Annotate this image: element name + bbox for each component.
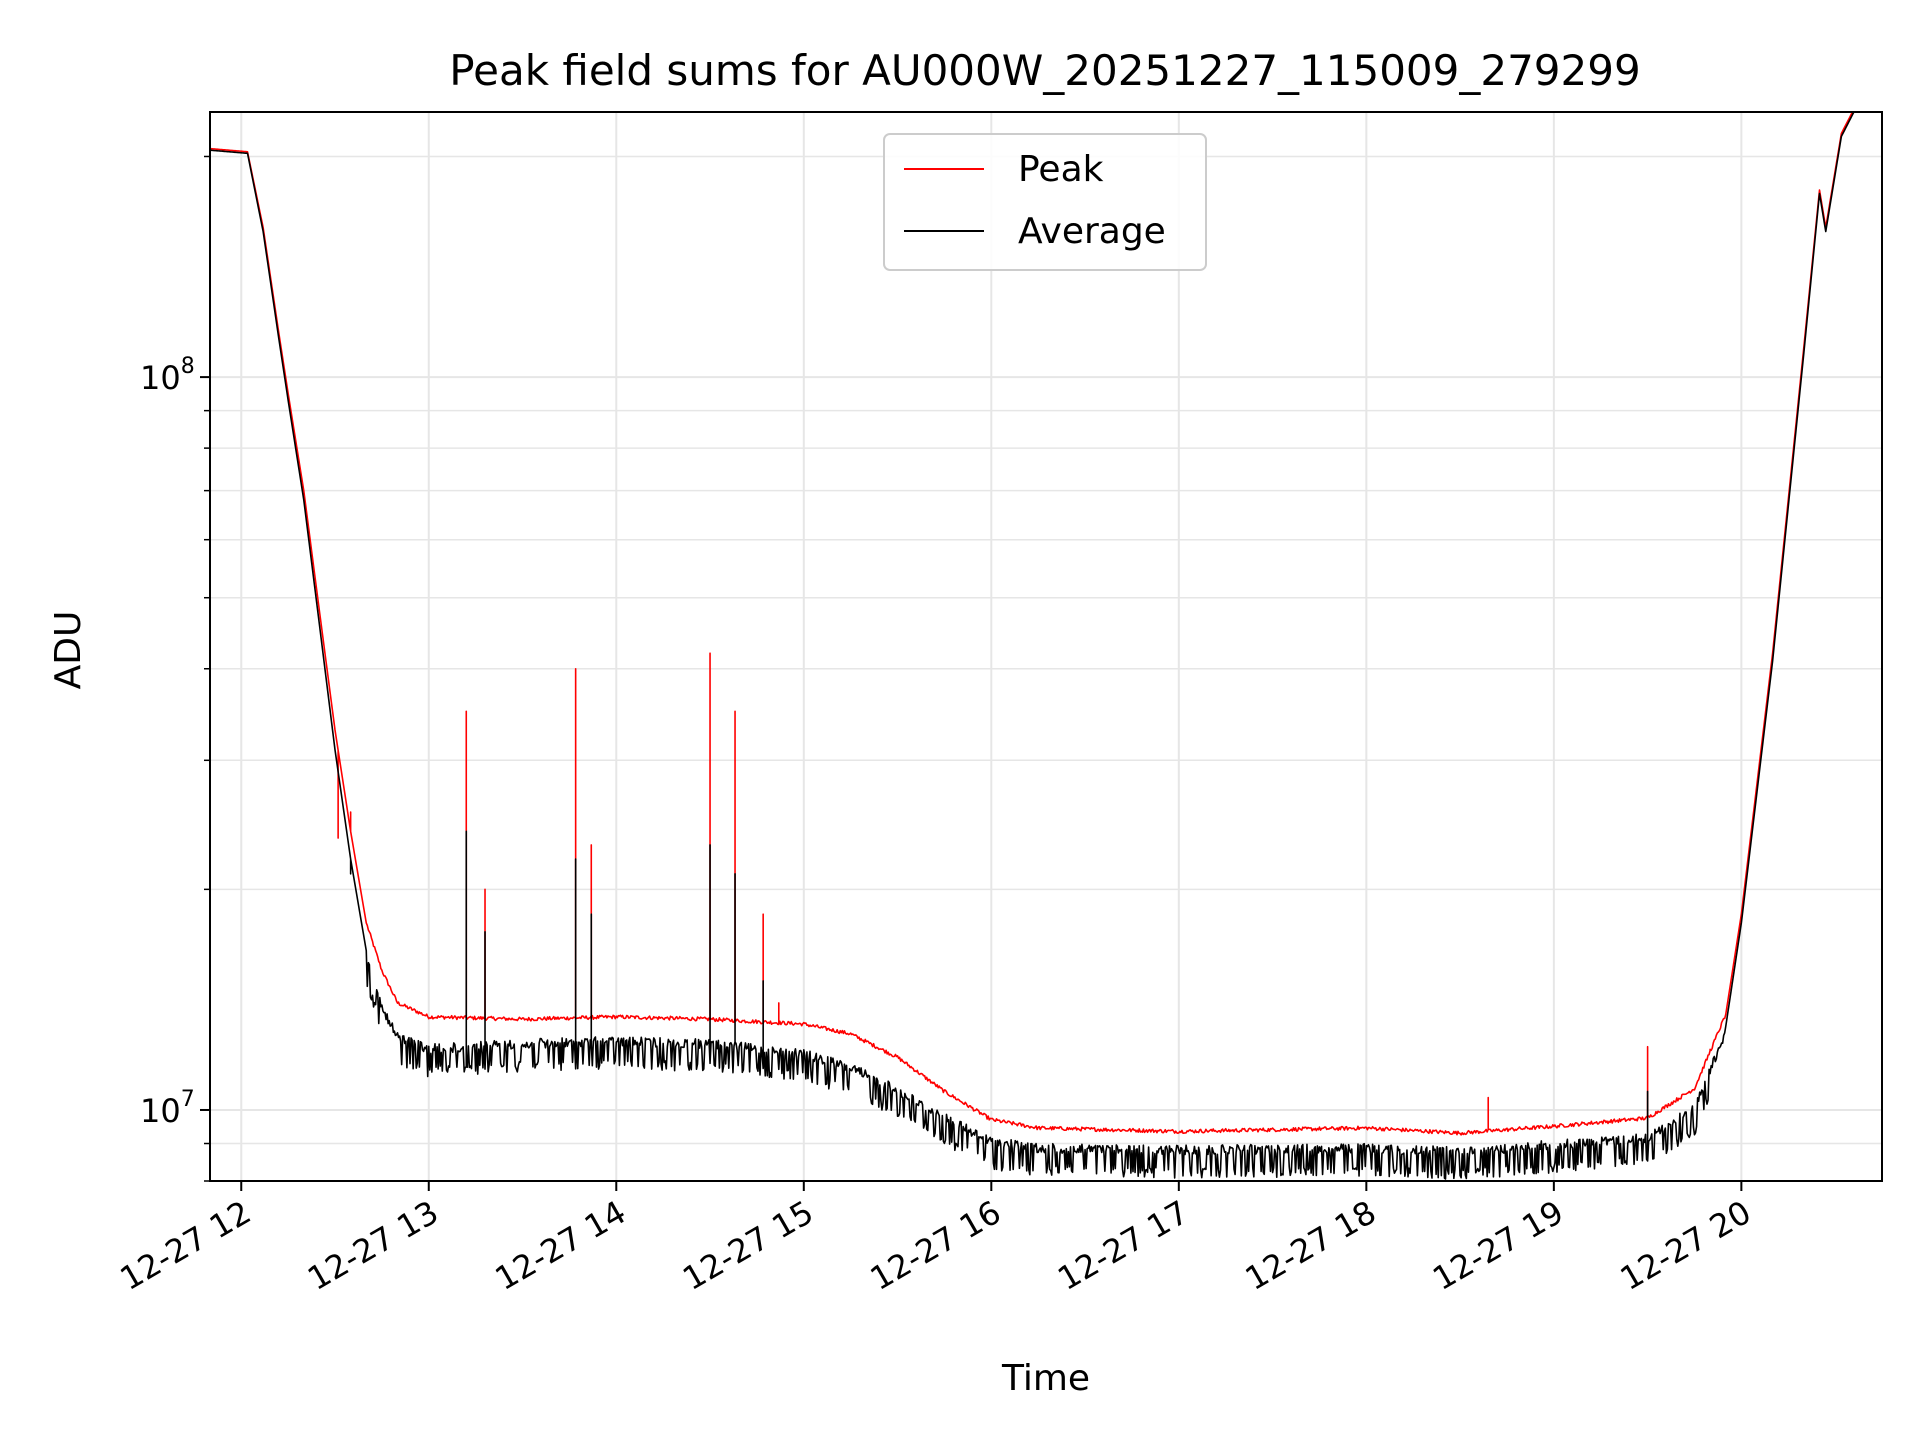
y-tick-label: 107: [140, 1087, 195, 1130]
plot-frame: [209, 111, 1883, 1182]
y-tick-base: 10: [140, 1092, 181, 1130]
series-line-peak: [210, 112, 1854, 1136]
chart-title: Peak field sums for AU000W_20251227_1150…: [449, 46, 1640, 95]
x-axis-label: Time: [1001, 1358, 1090, 1399]
series-area: [210, 112, 1855, 1180]
y-tick-exponent: 7: [181, 1087, 195, 1112]
series-line-average: [210, 112, 1855, 1180]
legend-label-average: Average: [1018, 211, 1166, 252]
legend: Peak Average: [883, 133, 1207, 271]
y-axis-label: ADU: [48, 611, 89, 690]
y-tick-exponent: 8: [181, 354, 195, 379]
legend-label-peak: Peak: [1018, 149, 1104, 190]
y-tick-base: 10: [140, 359, 181, 397]
y-tick-label: 108: [140, 354, 195, 397]
